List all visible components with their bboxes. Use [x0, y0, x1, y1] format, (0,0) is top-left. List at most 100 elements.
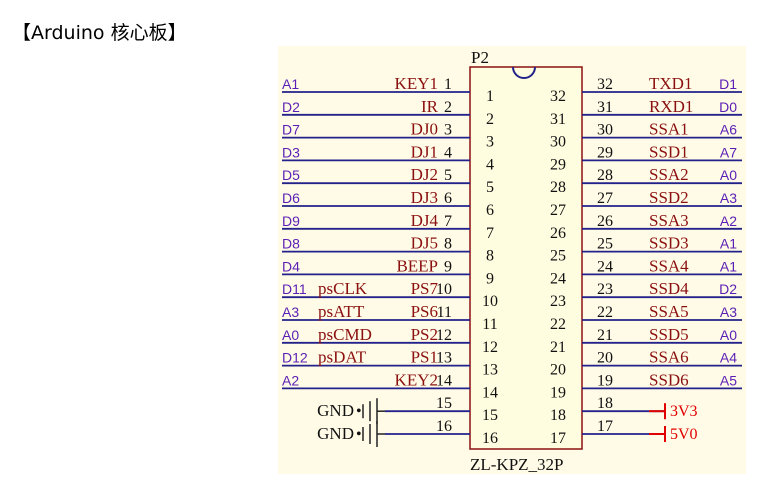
power-label-18: 3V3 [670, 403, 698, 420]
left-net-label-11: A3 [282, 304, 299, 320]
right-pin-label-num-23: 23 [597, 281, 613, 298]
left-pin-signal-12: PS2 [411, 325, 438, 344]
right-pin-label-num-32: 32 [597, 76, 613, 93]
right-pin-number-19: 19 [550, 384, 566, 401]
right-pin-number-21: 21 [550, 339, 566, 356]
left-pin-label-num-10: 10 [436, 281, 452, 298]
left-pin-label-num-1: 1 [444, 76, 452, 93]
left-net-label-8: D8 [282, 236, 300, 252]
left-pin-number-1: 1 [486, 88, 494, 105]
left-pin-label-num-5: 5 [444, 167, 452, 184]
left-pin-label-num-7: 7 [444, 213, 452, 230]
left-pin-signal-8: DJ5 [411, 234, 438, 253]
left-pin-number-6: 6 [486, 202, 494, 219]
right-net-label-32: D1 [719, 76, 737, 92]
left-ps-label-12: psCMD [318, 325, 372, 344]
left-pin-label-num-15: 15 [436, 395, 452, 412]
right-net-label-20: A4 [720, 350, 737, 366]
left-pin-signal-10: PS7 [411, 279, 439, 298]
right-pin-label-num-30: 30 [597, 122, 613, 139]
left-net-label-6: D6 [282, 190, 300, 206]
left-pin-signal-11: PS6 [411, 302, 438, 321]
right-pin-number-28: 28 [550, 179, 566, 196]
left-pin-number-11: 11 [482, 316, 497, 333]
left-pin-signal-2: IR [421, 97, 439, 116]
right-pin-label-num-17: 17 [597, 418, 613, 435]
left-pin-label-num-4: 4 [444, 144, 452, 161]
left-pin-label-num-2: 2 [444, 99, 452, 116]
left-net-label-13: D12 [282, 350, 308, 366]
right-net-label-22: A3 [720, 304, 737, 320]
left-pin-number-5: 5 [486, 179, 494, 196]
left-pin-number-3: 3 [486, 134, 494, 151]
left-pin-label-num-11: 11 [437, 304, 452, 321]
left-pin-signal-6: DJ3 [411, 188, 438, 207]
right-pin-number-32: 32 [550, 88, 566, 105]
left-net-label-9: D4 [282, 258, 300, 274]
right-pin-number-31: 31 [550, 111, 566, 128]
right-pin-label-num-20: 20 [597, 350, 613, 367]
left-pin-number-12: 12 [482, 339, 498, 356]
right-pin-label-num-24: 24 [597, 258, 613, 275]
left-pin-number-7: 7 [486, 225, 494, 242]
left-pin-number-16: 16 [482, 430, 498, 447]
right-pin-number-24: 24 [550, 270, 566, 287]
right-pin-signal-22: SSA5 [649, 302, 689, 321]
right-pin-number-26: 26 [550, 225, 566, 242]
left-pin-signal-5: DJ2 [411, 165, 438, 184]
right-net-label-27: A3 [720, 190, 737, 206]
left-pin-signal-7: DJ4 [411, 211, 439, 230]
gnd-label-15: GND [317, 401, 354, 420]
component-designator: P2 [471, 48, 489, 67]
right-net-label-31: D0 [719, 99, 737, 115]
right-pin-number-22: 22 [550, 316, 566, 333]
right-pin-number-29: 29 [550, 156, 566, 173]
right-pin-label-num-27: 27 [597, 190, 613, 207]
left-net-label-1: A1 [282, 76, 299, 92]
right-pin-signal-28: SSA2 [649, 165, 689, 184]
left-pin-signal-3: DJ0 [411, 120, 438, 139]
right-net-label-23: D2 [719, 281, 737, 297]
left-pin-signal-13: PS1 [411, 348, 438, 367]
right-pin-label-num-28: 28 [597, 167, 613, 184]
right-pin-label-num-22: 22 [597, 304, 613, 321]
right-net-label-19: A5 [720, 372, 737, 388]
left-pin-label-num-16: 16 [436, 418, 452, 435]
left-pin-signal-4: DJ1 [411, 142, 438, 161]
right-pin-label-num-21: 21 [597, 327, 613, 344]
right-pin-label-num-18: 18 [597, 395, 613, 412]
right-pin-label-num-31: 31 [597, 99, 613, 116]
right-net-label-29: A7 [720, 144, 737, 160]
left-pin-label-num-12: 12 [436, 327, 452, 344]
right-pin-signal-30: SSA1 [649, 120, 689, 139]
right-net-label-24: A1 [720, 258, 737, 274]
right-net-label-26: A2 [720, 213, 737, 229]
gnd-arrow-15: • [356, 403, 362, 420]
power-label-17: 5V0 [670, 426, 698, 443]
right-pin-signal-27: SSD2 [649, 188, 689, 207]
right-pin-label-num-26: 26 [597, 213, 613, 230]
right-pin-signal-29: SSD1 [649, 142, 689, 161]
right-pin-label-num-29: 29 [597, 144, 613, 161]
left-pin-label-num-6: 6 [444, 190, 452, 207]
left-pin-number-15: 15 [482, 407, 498, 424]
left-net-label-5: D5 [282, 167, 300, 183]
right-net-label-25: A1 [720, 236, 737, 252]
left-pin-label-num-13: 13 [436, 350, 452, 367]
left-pin-signal-1: KEY1 [395, 74, 438, 93]
left-net-label-7: D9 [282, 213, 300, 229]
left-net-label-10: D11 [282, 281, 307, 297]
left-pin-number-8: 8 [486, 248, 494, 265]
page-title: 【Arduino 核心板】 [12, 22, 187, 44]
right-pin-signal-24: SSA4 [649, 256, 689, 275]
right-pin-signal-19: SSD6 [649, 370, 689, 389]
left-ps-label-11: psATT [318, 302, 365, 321]
left-pin-number-2: 2 [486, 111, 494, 128]
left-pin-number-9: 9 [486, 270, 494, 287]
left-pin-signal-14: KEY2 [395, 370, 438, 389]
right-pin-signal-26: SSA3 [649, 211, 689, 230]
left-pin-label-num-8: 8 [444, 236, 452, 253]
left-pin-number-10: 10 [482, 293, 498, 310]
left-net-label-4: D3 [282, 144, 300, 160]
